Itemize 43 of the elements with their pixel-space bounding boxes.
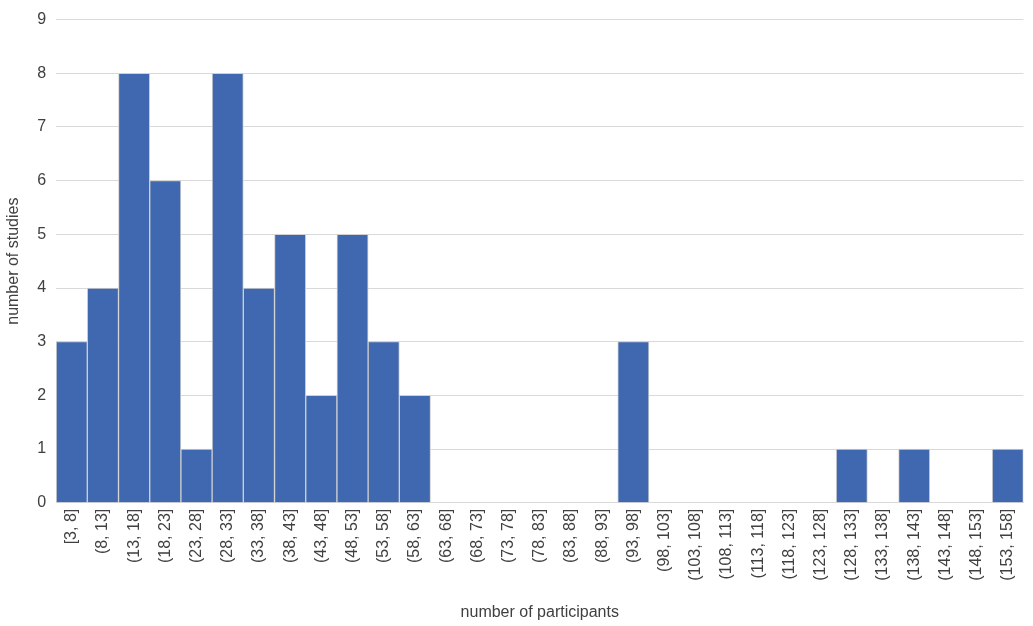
- y-tick-label: 3: [37, 332, 47, 350]
- y-tick-label: 9: [37, 10, 47, 28]
- x-tick-label: (78, 83]: [530, 508, 548, 564]
- x-tick-label: (43, 48]: [311, 508, 329, 564]
- x-tick-label: (73, 78]: [498, 508, 516, 564]
- y-tick-label: 7: [37, 117, 47, 135]
- x-tick-label: (23, 28]: [186, 508, 204, 564]
- y-tick-label: 6: [37, 171, 47, 189]
- x-tick-label: (68, 73]: [467, 508, 485, 564]
- y-tick-label: 0: [37, 493, 47, 511]
- x-tick-label: (123, 128]: [810, 508, 828, 581]
- x-tick-label: (93, 98]: [623, 508, 641, 564]
- x-tick-label: (38, 43]: [280, 508, 298, 564]
- y-tick-label: 4: [37, 278, 47, 296]
- x-tick-label: (8, 13]: [93, 508, 111, 555]
- x-tick-label: (148, 153]: [967, 508, 984, 581]
- x-tick-label: (138, 143]: [904, 508, 922, 581]
- x-tick-label: (18, 23]: [155, 508, 173, 564]
- x-tick-label: (143, 148]: [935, 508, 953, 581]
- x-tick-label: (113, 118]: [748, 508, 766, 579]
- x-tick-label: (133, 138]: [873, 508, 891, 581]
- y-tick-label: 2: [37, 385, 47, 403]
- y-axis-title: number of studies: [4, 197, 22, 325]
- x-tick-label: (108, 113]: [717, 508, 735, 580]
- x-tick-label: (53, 58]: [374, 508, 392, 564]
- x-tick-label: (98, 103]: [654, 508, 672, 572]
- x-axis-title: number of participants: [460, 602, 619, 620]
- x-tick-label: (13, 18]: [124, 508, 142, 564]
- x-tick-label: (83, 88]: [561, 508, 579, 564]
- x-tick-label: (103, 108]: [686, 508, 704, 581]
- x-tick-label: (153, 158]: [998, 508, 1016, 581]
- y-tick-label: 5: [37, 224, 47, 242]
- x-tick-label: (58, 63]: [405, 508, 423, 564]
- y-tick-label: 8: [37, 63, 47, 81]
- x-tick-label: (48, 53]: [342, 508, 360, 564]
- x-tick-label: (88, 93]: [592, 508, 610, 564]
- x-tick-label: (63, 68]: [436, 508, 454, 564]
- x-tick-label: [3, 8]: [62, 508, 80, 545]
- x-tick-label: (28, 33]: [218, 508, 236, 564]
- x-tick-label: (118, 123]: [779, 508, 797, 580]
- y-tick-label: 1: [37, 439, 47, 457]
- x-tick-label: (33, 38]: [249, 508, 267, 564]
- x-tick-label: (128, 133]: [842, 508, 860, 581]
